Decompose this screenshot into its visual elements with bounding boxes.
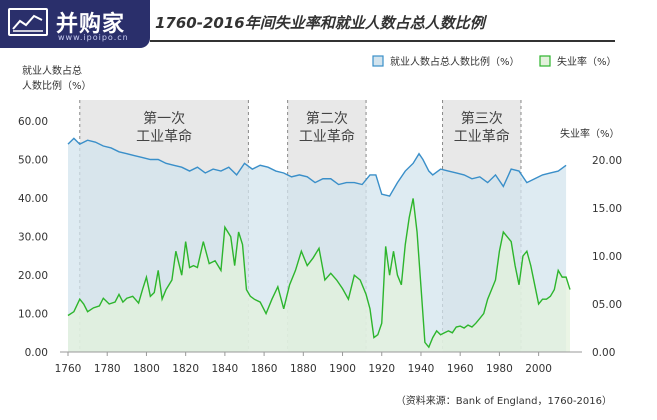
x-tick-label: 1860 (251, 363, 278, 375)
x-tick-label: 1880 (290, 363, 317, 375)
unemployment-line (67, 198, 571, 349)
y-right-axis-title: 失业率（%） (560, 127, 620, 140)
unemployment-area (68, 198, 570, 352)
y-right-tick-label: 10.00 (592, 251, 622, 263)
x-tick-label: 1840 (212, 363, 239, 375)
y-right-tick-label: 20.00 (592, 155, 622, 167)
x-tick-label: 1920 (368, 363, 395, 375)
x-tick-label: 1820 (172, 363, 199, 375)
y-left-tick-label: 0.00 (25, 347, 48, 359)
period-label: 第三次 (461, 110, 503, 127)
x-tick-label: 2000 (525, 363, 552, 375)
x-tick-label: 1800 (133, 363, 160, 375)
period-label: 工业革命 (136, 128, 192, 145)
y-left-tick-label: 30.00 (18, 232, 48, 244)
y-right-tick-label: 05.00 (592, 299, 622, 311)
x-tick-label: 1960 (447, 363, 474, 375)
x-tick-label: 1780 (94, 363, 121, 375)
chart-logo-icon (8, 8, 48, 36)
legend-swatch-unemployment (539, 55, 551, 67)
y-left-tick-label: 60.00 (18, 116, 48, 128)
period-label: 工业革命 (454, 128, 510, 145)
x-tick-label: 1900 (329, 363, 356, 375)
x-tick-label: 1760 (55, 363, 82, 375)
source-note: （资料来源：Bank of England，1760-2016） (396, 394, 612, 407)
logo-url: www.ipoipo.cn (58, 33, 129, 42)
y-left-tick-label: 20.00 (18, 270, 48, 282)
y-right-tick-label: 15.00 (592, 203, 622, 215)
title-divider (150, 40, 615, 42)
y-left-axis-title: 就业人数占总 (22, 64, 82, 77)
period-label: 工业革命 (299, 128, 355, 145)
employment-line (67, 137, 567, 197)
chart-title: 1760-2016年间失业率和就业人数占总人数比例 (155, 14, 485, 32)
y-right-tick-label: 0.00 (592, 347, 615, 359)
logo-text: 并购家 (56, 12, 126, 37)
period-label: 第一次 (143, 110, 185, 127)
y-left-tick-label: 10.00 (18, 309, 48, 321)
legend-swatch-employment (372, 55, 384, 67)
x-tick-label: 1940 (408, 363, 435, 375)
x-tick-label: 1980 (486, 363, 513, 375)
legend-label-unemployment: 失业率（%） (557, 55, 617, 68)
legend-label-employment: 就业人数占总人数比例（%） (390, 55, 520, 68)
brand-logo: 并购家 www.ipoipo.cn (0, 0, 150, 48)
y-left-tick-label: 40.00 (18, 193, 48, 205)
y-left-tick-label: 50.00 (18, 155, 48, 167)
y-left-axis-title: 人数比例（%） (22, 79, 92, 92)
period-label: 第二次 (306, 110, 348, 127)
